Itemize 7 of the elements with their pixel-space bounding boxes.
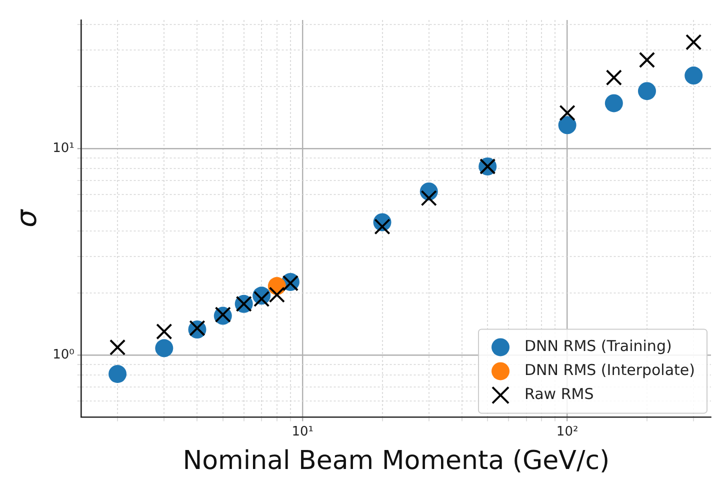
- legend-label: Raw RMS: [524, 385, 594, 404]
- x-axis-title: Nominal Beam Momenta (GeV/c): [182, 446, 610, 476]
- legend-label: DNN RMS (Training): [524, 337, 672, 356]
- legend-label: DNN RMS (Interpolate): [524, 361, 696, 380]
- y-tick-label: 10⁰: [52, 347, 74, 362]
- x-tick-label: 10²: [556, 424, 578, 440]
- y-axis-title: σ: [10, 208, 44, 228]
